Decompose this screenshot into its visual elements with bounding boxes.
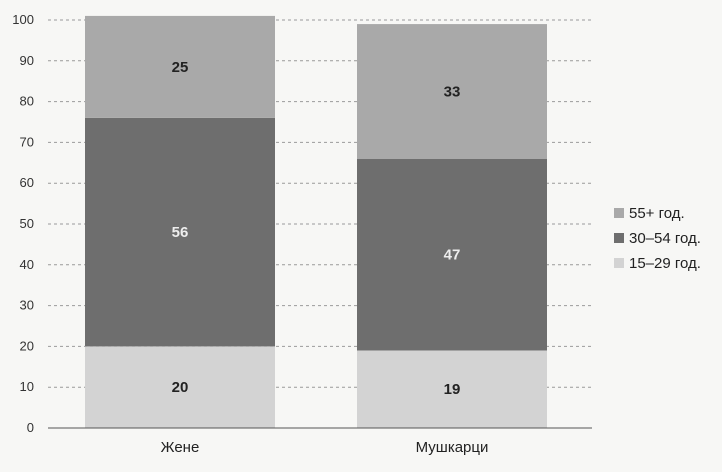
y-tick-label: 30 — [20, 298, 34, 313]
legend: 55+ год. 30–54 год. 15–29 год. — [614, 205, 701, 272]
bar-value-label: 19 — [444, 381, 461, 398]
bar-value-label: 56 — [172, 224, 189, 241]
legend-swatch — [614, 258, 624, 268]
bar-segment — [357, 158, 547, 351]
bar-value-label: 25 — [172, 59, 189, 76]
legend-label: 15–29 год. — [629, 255, 701, 272]
y-tick-label: 40 — [20, 257, 34, 272]
legend-swatch — [614, 208, 624, 218]
y-tick-label: 80 — [20, 94, 34, 109]
y-tick-label: 50 — [20, 216, 34, 231]
y-tick-label: 10 — [20, 379, 34, 394]
bars: 20 56 25 19 47 33 — [85, 15, 547, 428]
x-category-label: Жене — [161, 439, 200, 456]
bar-value-label: 33 — [444, 83, 461, 100]
y-tick-label: 90 — [20, 53, 34, 68]
legend-label: 55+ год. — [629, 205, 685, 222]
bar-segment — [357, 24, 547, 159]
y-tick-label: 0 — [27, 420, 34, 435]
bar-segment — [357, 350, 547, 428]
x-axis: Жене Мушкарци — [161, 439, 489, 456]
y-tick-label: 60 — [20, 175, 34, 190]
y-axis: 0 10 20 30 40 50 60 70 80 90 100 — [12, 12, 34, 435]
bar-segment — [85, 346, 275, 428]
bar-value-label: 20 — [172, 379, 189, 396]
y-tick-label: 70 — [20, 134, 34, 149]
y-tick-label: 100 — [12, 12, 34, 27]
legend-swatch — [614, 233, 624, 243]
y-tick-label: 20 — [20, 338, 34, 353]
legend-label: 30–54 год. — [629, 230, 701, 247]
x-category-label: Мушкарци — [416, 439, 489, 456]
bar-segment — [85, 117, 275, 347]
bar-segment — [85, 15, 275, 118]
bar-value-label: 47 — [444, 247, 461, 264]
